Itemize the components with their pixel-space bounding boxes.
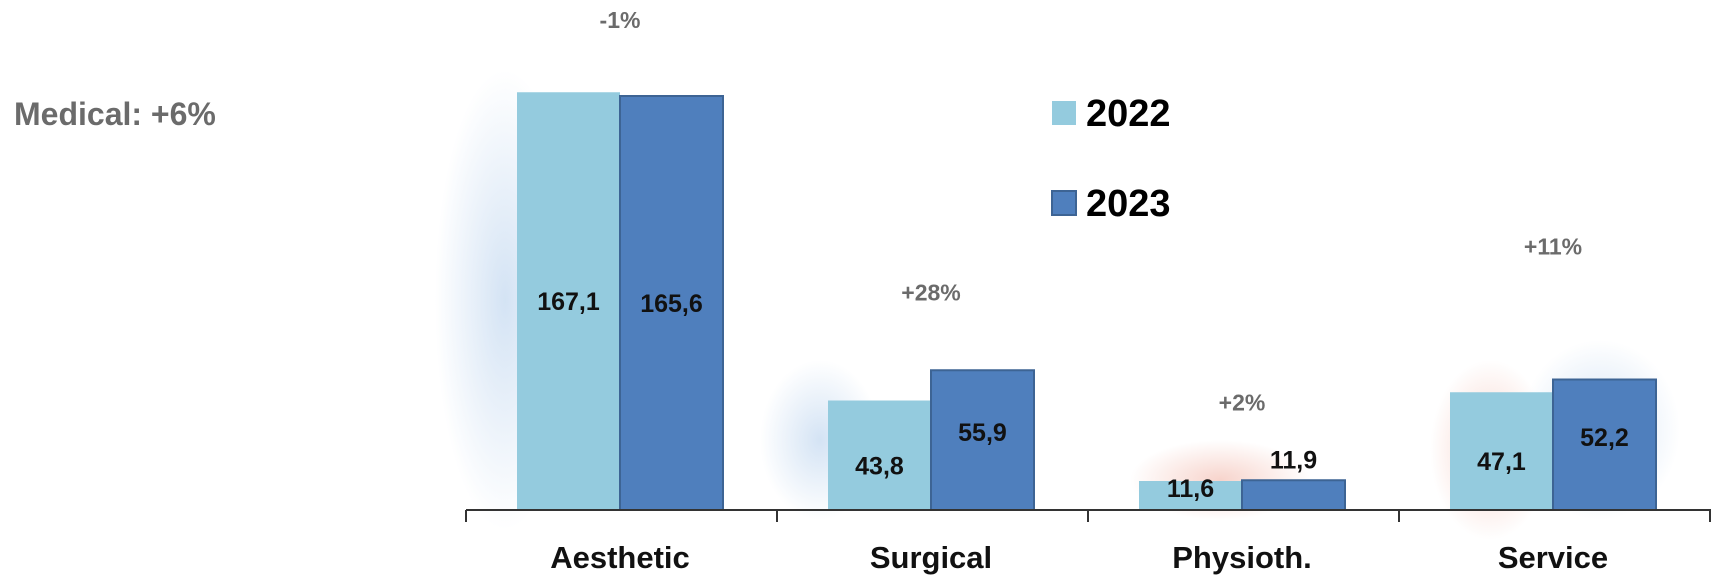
category-label-aesthetic: Aesthetic [550,540,690,575]
legend-label-2023: 2023 [1086,183,1171,225]
value-label-2022-surgical: 43,8 [855,452,904,480]
headline-medical-growth: Medical: +6% [14,96,216,132]
legend-swatch-2023 [1051,190,1077,216]
growth-label-physioth: +2% [1219,389,1266,415]
labels-group: 167,1 165,6 -1% Aesthetic 43,8 55,9 +28% Surgic… [537,7,1629,575]
growth-label-service: +11% [1524,234,1582,260]
category-label-surgical: Surgical [870,540,992,575]
growth-label-surgical: +28% [901,279,960,305]
growth-label-aesthetic: -1% [600,7,641,33]
value-label-2022-physioth: 11,6 [1167,475,1214,503]
value-label-2023-aesthetic: 165,6 [640,290,703,318]
value-label-2022-service: 47,1 [1477,448,1526,476]
bars-group [517,92,1657,511]
category-label-physioth: Physioth. [1172,540,1312,575]
value-label-2022-aesthetic: 167,1 [537,288,600,316]
legend-label-2022: 2022 [1086,93,1171,135]
legend-swatch-2022 [1052,101,1076,125]
bar-2023-physioth [1241,479,1346,511]
value-label-2023-service: 52,2 [1580,424,1629,452]
bar-2022-service [1450,392,1553,510]
bar-2022-physioth [1139,481,1242,510]
legend: 2022 2023 [1051,93,1171,225]
category-label-service: Service [1498,540,1608,575]
value-label-2023-surgical: 55,9 [958,419,1007,447]
x-axis [465,509,1711,522]
value-label-2023-physioth: 11,9 [1270,446,1317,474]
bar-2023-service [1552,378,1657,511]
bar-2022-aesthetic [517,92,620,510]
bar-2023-surgical [930,369,1035,511]
bar-2022-surgical [828,400,931,510]
bar-2023-aesthetic [619,95,724,511]
